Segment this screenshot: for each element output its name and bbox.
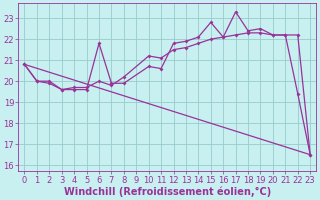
X-axis label: Windchill (Refroidissement éolien,°C): Windchill (Refroidissement éolien,°C) <box>64 186 271 197</box>
